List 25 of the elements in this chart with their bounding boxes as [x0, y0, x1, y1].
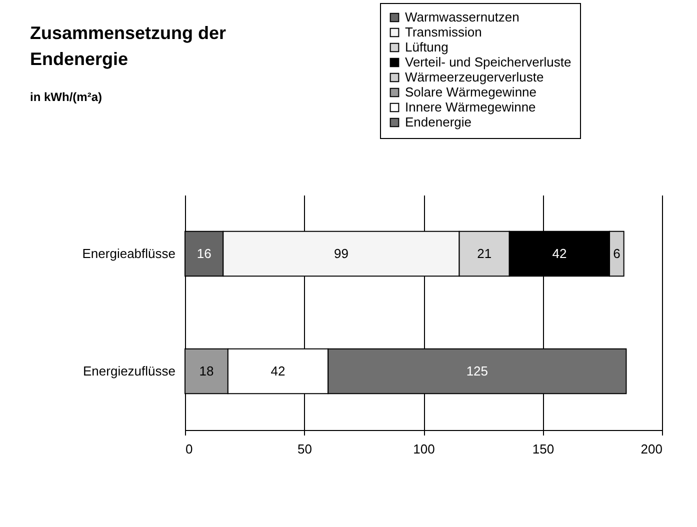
x-tick-label: 0: [186, 442, 193, 456]
data-label: 42: [270, 363, 286, 378]
data-label: 42: [552, 246, 567, 261]
legend-label: Warmwassernutzen: [405, 10, 520, 24]
y-tick-label: Energieabflüsse: [82, 246, 176, 261]
legend-label: Innere Wärmegewinne: [405, 100, 536, 114]
legend-label: Solare Wärmegewinne: [405, 84, 537, 100]
data-label: 16: [196, 246, 212, 261]
legend-label: Lüftung: [405, 40, 448, 54]
legend-label: Wärmeerzeugerverluste: [405, 70, 544, 84]
legend-label: Endenergie: [405, 114, 472, 130]
x-tick-label: 150: [532, 442, 554, 456]
legend-label: Verteil- und Speicherverluste: [405, 54, 572, 70]
text: in kWh/(m²a): [30, 90, 102, 104]
chart-title: Zusammensetzung der Endenergie: [30, 22, 226, 71]
x-tick-label: 50: [298, 442, 312, 456]
legend-label: Transmission: [405, 24, 482, 40]
y-tick-label: Energiezuflüsse: [83, 363, 176, 378]
data-label: 21: [477, 246, 492, 261]
data-label: 18: [199, 363, 214, 378]
data-label: 6: [613, 246, 620, 261]
data-label: 125: [466, 363, 488, 378]
data-label: 99: [334, 246, 348, 261]
x-tick-label: 200: [640, 442, 662, 456]
x-tick-label: 100: [413, 442, 435, 456]
